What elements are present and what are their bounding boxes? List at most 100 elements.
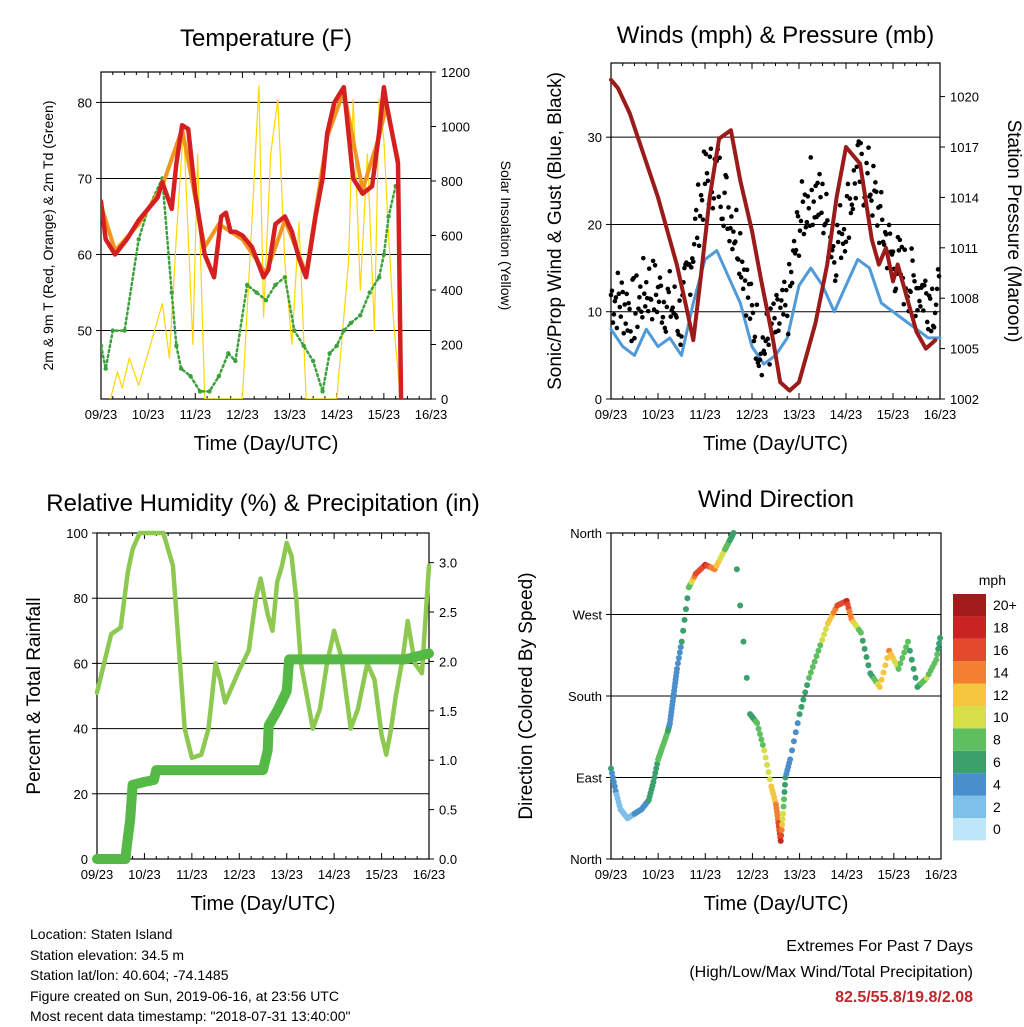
point-gust xyxy=(876,240,882,246)
y-right-tick-label: 600 xyxy=(441,229,463,244)
point-gust xyxy=(853,195,859,201)
x-tick-label: 10/23 xyxy=(132,407,165,422)
y-right-tick-label: 1014 xyxy=(950,190,979,205)
x-tick-label: 09/23 xyxy=(81,867,114,882)
point-direction xyxy=(857,629,864,636)
point-gust xyxy=(839,231,845,237)
point-gust xyxy=(759,372,765,378)
x-tick-label: 14/23 xyxy=(320,407,353,422)
colorbar-cell xyxy=(953,594,986,617)
colorbar-label: 12 xyxy=(993,687,1009,703)
y-tick-label: 60 xyxy=(78,248,92,263)
point-direction xyxy=(781,781,788,788)
point-direction xyxy=(861,645,868,652)
point-direction xyxy=(912,674,919,681)
panel-title: Relative Humidity (%) & Precipitation (i… xyxy=(46,490,479,517)
point-gust xyxy=(849,202,855,208)
point-direction xyxy=(778,832,785,839)
point-gust xyxy=(697,213,703,219)
point-gust xyxy=(782,302,788,308)
point-gust xyxy=(752,334,758,340)
point-gust xyxy=(883,232,889,237)
x-tick-label: 10/23 xyxy=(642,867,675,882)
point-gust xyxy=(751,338,757,344)
point-gust xyxy=(737,230,743,236)
point-gust xyxy=(806,205,812,211)
point-gust xyxy=(815,180,820,186)
point-gust xyxy=(928,328,934,334)
point-gust xyxy=(696,243,702,249)
point-gust xyxy=(804,219,810,225)
point-gust xyxy=(825,218,830,223)
point-gust xyxy=(744,267,750,273)
y-right-tick-label: 3.0 xyxy=(439,556,457,571)
colorbar-label: 8 xyxy=(993,732,1001,748)
point-gust xyxy=(864,160,869,166)
point-gust xyxy=(859,151,864,157)
y-right-tick-label: 1000 xyxy=(441,120,470,135)
y-right-tick-label: 800 xyxy=(441,174,463,189)
x-tick-label: 09/23 xyxy=(595,867,628,882)
point-gust xyxy=(631,275,636,281)
point-gust xyxy=(699,197,705,203)
point-gust xyxy=(610,320,616,325)
point-gust xyxy=(811,199,816,204)
point-direction xyxy=(674,665,680,672)
point-direction xyxy=(737,602,744,609)
x-tick-label: 15/23 xyxy=(877,407,910,422)
point-gust xyxy=(921,308,926,313)
point-gust xyxy=(750,310,756,316)
point-gust xyxy=(674,315,679,320)
point-direction xyxy=(800,696,807,703)
colorbar-label: 6 xyxy=(993,754,1001,770)
point-gust xyxy=(716,194,722,200)
x-axis-label: Time (Day/UTC) xyxy=(703,433,848,455)
point-gust xyxy=(654,309,660,315)
point-gust xyxy=(776,328,781,334)
colorbar-cell xyxy=(953,661,986,684)
point-direction xyxy=(880,669,887,676)
point-gust xyxy=(881,242,887,247)
point-direction xyxy=(677,644,684,651)
point-gust xyxy=(672,284,677,289)
point-direction xyxy=(859,637,866,644)
point-direction xyxy=(895,665,902,672)
point-direction xyxy=(743,674,750,681)
colorbar: mph 0 2 4 6 8 10 12 14 16 18 20+ xyxy=(953,572,1017,841)
point-direction xyxy=(610,779,617,786)
extremes-values: 82.5/55.8/19.8/2.08 xyxy=(835,989,973,1006)
point-gust xyxy=(866,145,871,150)
colorbar-label: 2 xyxy=(993,799,1001,815)
point-direction xyxy=(762,754,769,761)
series-rainfall xyxy=(92,648,434,864)
x-tick-label: 16/23 xyxy=(924,407,957,422)
point-gust xyxy=(623,321,628,326)
point-gust xyxy=(620,289,626,295)
x-tick-label: 13/23 xyxy=(273,407,306,422)
point-gust xyxy=(638,284,643,289)
y-tick-label: 70 xyxy=(78,171,92,186)
point-direction xyxy=(901,649,908,656)
x-tick-label: 09/23 xyxy=(85,407,118,422)
point-direction xyxy=(792,729,799,736)
y-right-tick-label: 1008 xyxy=(950,291,979,306)
point-direction xyxy=(908,656,915,663)
point-gust xyxy=(740,286,746,292)
point-gust xyxy=(666,289,672,295)
point-gust xyxy=(779,298,784,303)
x-tick-label: 13/23 xyxy=(270,867,303,882)
point-gust xyxy=(749,303,755,308)
x-tick-label: 12/23 xyxy=(223,867,256,882)
point-gust xyxy=(901,301,907,307)
point-gust xyxy=(909,246,914,251)
y-right-tick-label: 0 xyxy=(441,392,448,407)
point-gust xyxy=(817,171,822,177)
point-gust xyxy=(841,226,847,232)
point-gust xyxy=(765,336,770,342)
point-direction xyxy=(822,625,829,632)
point-gust xyxy=(718,204,723,210)
x-tick-label: 12/23 xyxy=(226,407,259,422)
x-tick-label: 16/23 xyxy=(413,867,446,882)
point-direction xyxy=(682,606,689,613)
point-gust xyxy=(852,181,858,186)
